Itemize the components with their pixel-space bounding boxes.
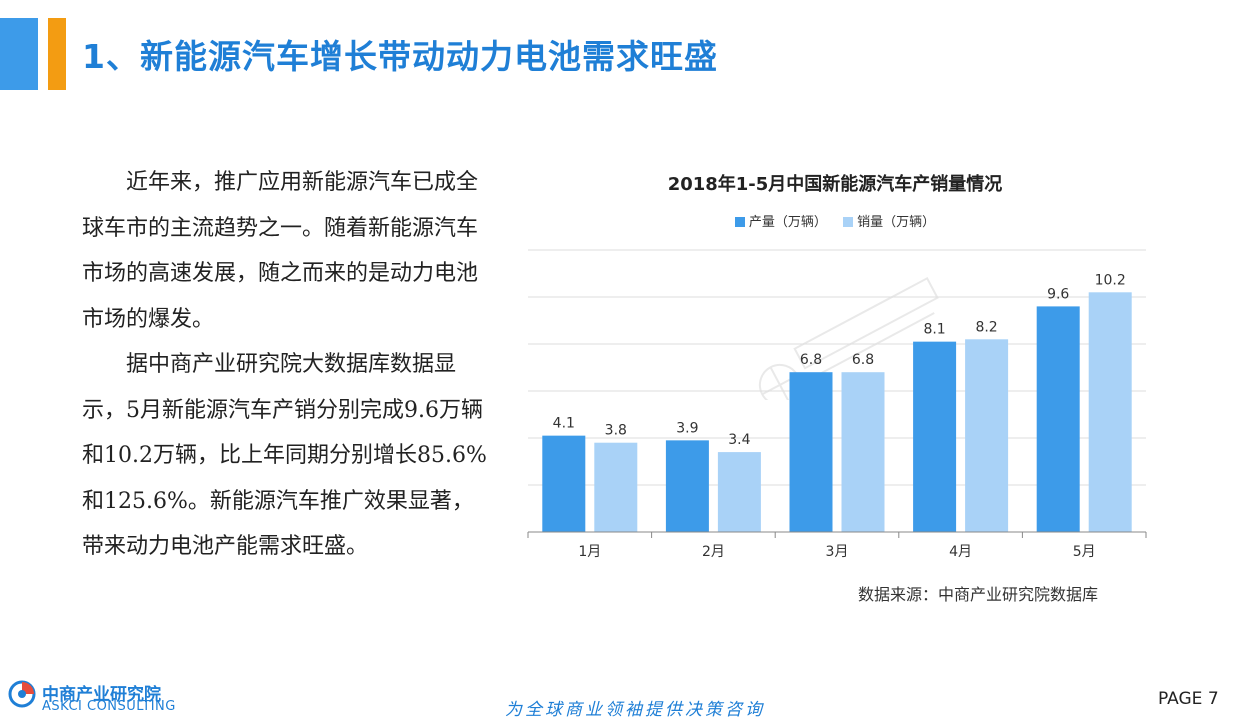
bar-production-1 [542, 435, 586, 532]
legend-swatch-sales [843, 217, 854, 227]
logo-text-en: ASKCI CONSULTING [42, 699, 176, 714]
data-label: 6.8 [852, 352, 874, 368]
legend-swatch-production [734, 217, 745, 227]
chart-title: 2018年1-5月中国新能源汽车产销量情况 [667, 174, 1003, 195]
header-accent-orange [48, 18, 66, 90]
legend-label-production: 产量（万辆） [748, 215, 827, 230]
bar-sales-1 [594, 442, 638, 532]
x-tick-label: 3月 [826, 544, 849, 560]
paragraph-2: 据中商产业研究院大数据库数据显示，5月新能源汽车产销分别完成9.6万辆和10.2… [82, 352, 487, 559]
logo-text-cn: 中商产业研究院 [42, 685, 161, 705]
x-tick-label: 5月 [1073, 544, 1096, 560]
bar-chart: 4.1 3.8 1月 3.9 3.4 2月 6.8 6.8 3月 8.1 8.2 4月 9.6 10.2 5… [527, 249, 1147, 560]
header-accent-blue [0, 18, 38, 90]
data-label: 6.8 [800, 352, 822, 368]
x-tick-label: 1月 [578, 544, 601, 560]
legend-item-production: 产量（万辆） [734, 211, 827, 230]
legend-label-sales: 销量（万辆） [857, 215, 936, 230]
bar-sales-2 [717, 452, 761, 532]
footer-slogan: 为全球商业领袖提供决策咨询 [505, 700, 765, 720]
data-label: 8.1 [923, 322, 945, 338]
bar-production-5 [1036, 306, 1080, 532]
paragraph-1: 近年来，推广应用新能源汽车已成全球车市的主流趋势之一。随着新能源汽车市场的高速发… [82, 170, 479, 332]
bar-sales-3 [841, 372, 885, 532]
bar-production-2 [665, 440, 709, 532]
x-tick-label: 4月 [949, 544, 972, 560]
data-label: 9.6 [1047, 286, 1069, 302]
chart-legend: 产量（万辆） 销量（万辆） [520, 211, 1150, 230]
data-label: 4.1 [553, 416, 575, 432]
bar-production-3 [789, 372, 833, 532]
page-title: 1、新能源汽车增长带动动力电池需求旺盛 [82, 37, 718, 76]
body-text: 近年来，推广应用新能源汽车已成全球车市的主流趋势之一。随着新能源汽车市场的高速发… [82, 160, 492, 570]
legend-item-sales: 销量（万辆） [843, 211, 935, 230]
bar-sales-4 [965, 339, 1009, 532]
data-label: 8.2 [975, 319, 997, 335]
data-label: 3.8 [605, 423, 627, 439]
bar-sales-5 [1088, 292, 1132, 532]
bar-production-4 [913, 341, 957, 532]
data-label: 10.2 [1095, 272, 1126, 288]
page-number: PAGE 7 [1158, 689, 1219, 709]
data-label: 3.4 [728, 432, 750, 448]
data-source: 数据来源：中商产业研究院数据库 [858, 585, 1099, 604]
askci-logo-icon [8, 680, 36, 708]
x-tick-label: 2月 [702, 544, 725, 560]
data-label: 3.9 [676, 420, 698, 436]
